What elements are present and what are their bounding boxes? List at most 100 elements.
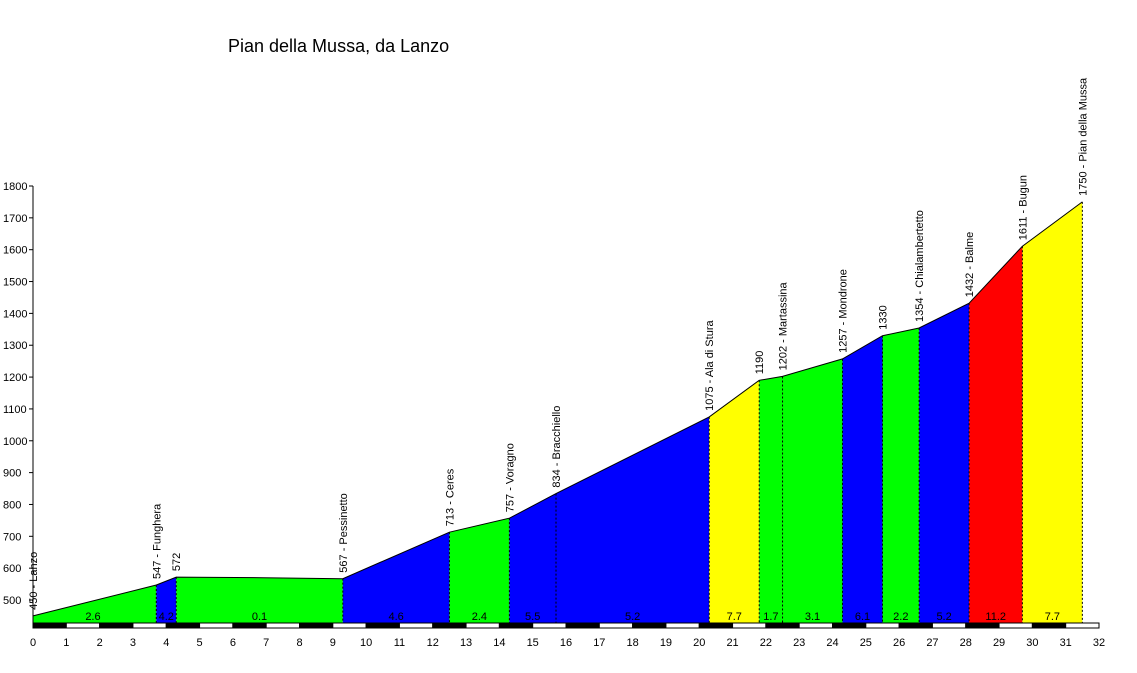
- x-tick-label: 5: [197, 637, 203, 649]
- waypoint-label: 450 - Lanzo: [28, 552, 40, 610]
- km-scale-cell: [931, 622, 967, 629]
- x-axis: 0 1 2 3 4 5 6 7 8 9 10 11 12 13 14 15 16 17 18 19 20 21 22 23 24…: [30, 622, 1105, 649]
- waypoint-label: 547 - Funghera: [151, 503, 163, 579]
- x-tick-label: 18: [627, 637, 639, 649]
- grade-label: 1.7: [763, 611, 778, 623]
- km-scale-cell: [632, 622, 667, 629]
- km-scale-cell: [998, 622, 1033, 629]
- waypoint-label: 572: [171, 553, 183, 571]
- x-tick-label: 21: [726, 637, 738, 649]
- km-scale-cell: [898, 622, 933, 629]
- waypoint-label: 1190: [754, 351, 766, 375]
- km-scale-cell: [165, 622, 201, 629]
- y-tick-label: 1600: [3, 245, 27, 257]
- km-scale-cell: [965, 622, 1000, 629]
- y-tick-label: 900: [3, 468, 21, 480]
- waypoint-label: 1202 - Martassina: [778, 281, 790, 370]
- x-tick-label: 29: [993, 637, 1005, 649]
- km-scale-cell: [665, 622, 700, 629]
- segment-fill: [342, 532, 450, 623]
- grade-label: 5.5: [525, 611, 540, 623]
- x-tick-label: 10: [360, 637, 372, 649]
- segment-fill: [156, 577, 177, 623]
- y-tick-label: 500: [3, 595, 21, 607]
- grade-label: 11.2: [985, 611, 1006, 623]
- x-tick-label: 1: [63, 637, 69, 649]
- waypoint-label: 713 - Ceres: [444, 468, 456, 526]
- segment-fill: [759, 358, 843, 623]
- km-scale-cell: [432, 622, 467, 629]
- x-tick-label: 12: [427, 637, 439, 649]
- y-tick-label: 1700: [3, 213, 27, 225]
- km-scale-cell: [798, 622, 833, 629]
- y-axis: 500 600 700 800 900 1000 1100 1200 1300 1400 1500 1…: [3, 181, 34, 623]
- waypoint-label: 1330: [878, 305, 890, 329]
- y-tick-label: 1200: [3, 372, 27, 384]
- grade-label: 3.1: [805, 611, 820, 623]
- km-scale-cell: [1065, 622, 1100, 629]
- y-tick-label: 1300: [3, 340, 27, 352]
- x-tick-label: 25: [860, 637, 872, 649]
- y-tick-label: 700: [3, 531, 21, 543]
- x-tick-label: 22: [760, 637, 772, 649]
- waypoint-label: 1075 - Ala di Stura: [704, 320, 716, 411]
- waypoint-labels: 450 - Lanzo 547 - Funghera 572 567 - Pessin…: [28, 77, 1089, 610]
- km-scale-cell: [99, 622, 134, 629]
- grade-labels: 2.6 4.2 0.1 4.6 2.4 5.5 5.2 7.7 1.7 3.1 6.1 2.2 5.2 1…: [85, 611, 1060, 623]
- km-scale-cell: [732, 622, 767, 629]
- x-tick-label: 26: [893, 637, 905, 649]
- waypoint-label: 1611 - Bugun: [1017, 175, 1029, 240]
- x-tick-label: 23: [793, 637, 805, 649]
- segment-fill: [509, 416, 710, 623]
- x-tick-label: 19: [660, 637, 672, 649]
- km-scale-cell: [365, 622, 400, 629]
- chart-title: Pian della Mussa, da Lanzo: [228, 36, 449, 56]
- waypoint-label: 1432 - Balme: [964, 232, 976, 297]
- km-scale-cell: [32, 622, 67, 629]
- segment-fill: [919, 303, 970, 623]
- km-scale-cell: [598, 622, 634, 629]
- y-tick-label: 800: [3, 499, 21, 511]
- grade-label: 6.1: [855, 611, 870, 623]
- segment-fill: [969, 246, 1023, 623]
- km-scale-cell: [1031, 622, 1067, 629]
- waypoint-label: 1257 - Mondrone: [838, 269, 850, 353]
- x-tick-label: 17: [593, 637, 605, 649]
- y-tick-label: 1100: [3, 404, 27, 416]
- km-scale-cell: [765, 622, 800, 629]
- x-tick-label: 2: [97, 637, 103, 649]
- waypoint-label: 834 - Bracchiello: [551, 406, 563, 488]
- segment-fill: [709, 380, 760, 623]
- segment-fill: [882, 328, 920, 623]
- km-scale-cell: [498, 622, 534, 629]
- x-tick-label: 3: [130, 637, 136, 649]
- x-tick-label: 27: [926, 637, 938, 649]
- grade-label: 2.4: [472, 611, 487, 623]
- km-scale-cell: [232, 622, 267, 629]
- km-scale-cell: [532, 622, 567, 629]
- grade-label: 2.2: [893, 611, 908, 623]
- x-tick-label: 13: [460, 637, 472, 649]
- km-scale-cell: [265, 622, 300, 629]
- grade-label: 7.7: [727, 611, 742, 623]
- x-tick-label: 15: [527, 637, 539, 649]
- km-scale-cell: [132, 622, 167, 629]
- km-scale-cell: [65, 622, 101, 629]
- km-scale-cell: [199, 622, 234, 629]
- waypoint-label: 757 - Voragno: [504, 443, 516, 512]
- profile-line: [32, 201, 1083, 617]
- y-tick-label: 1400: [3, 308, 27, 320]
- grade-label: 4.6: [388, 611, 403, 623]
- x-tick-label: 14: [493, 637, 505, 649]
- profile-outline: [32, 201, 1083, 617]
- x-tick-label: 8: [296, 637, 302, 649]
- x-tick-label: 4: [163, 637, 169, 649]
- x-tick-label: 6: [230, 637, 236, 649]
- grade-label: 5.2: [936, 611, 951, 623]
- km-scale-cell: [465, 622, 500, 629]
- x-tick-label: 20: [693, 637, 705, 649]
- segment-fill: [1022, 201, 1083, 623]
- segment-fill: [33, 585, 157, 623]
- km-scale-cell: [398, 622, 434, 629]
